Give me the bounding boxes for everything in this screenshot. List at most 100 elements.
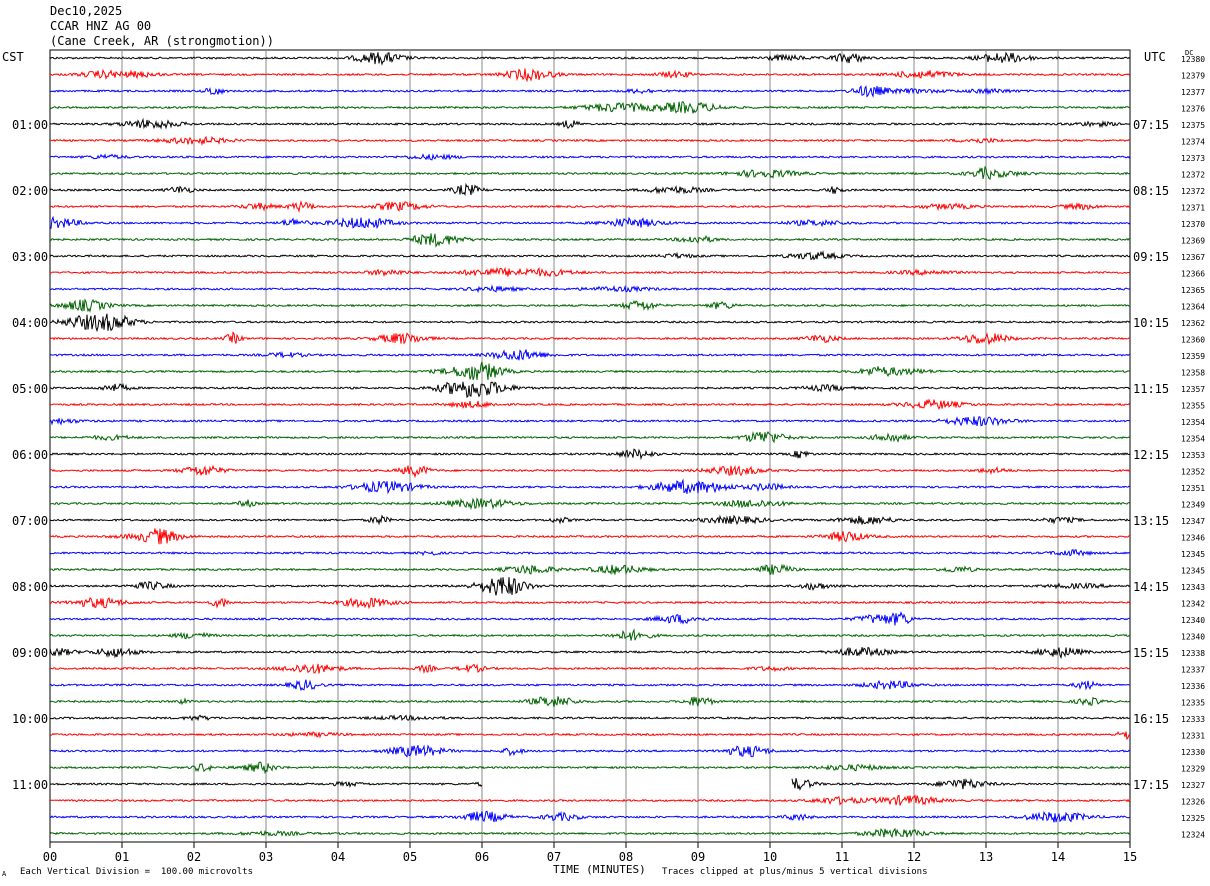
dc-offset-label: 12338: [1181, 649, 1205, 658]
cst-hour-label: 03:00: [12, 250, 48, 264]
trace-row: [49, 313, 1131, 333]
trace-row: [49, 646, 1131, 660]
trace-row: [49, 416, 1131, 427]
dc-offset-label: 12380: [1181, 55, 1205, 64]
dc-offset-label: 12354: [1181, 418, 1205, 427]
dc-offset-label: 12331: [1181, 732, 1205, 741]
trace-row: [50, 85, 1131, 98]
dc-offset-label: 12326: [1181, 798, 1205, 807]
x-tick-label: 07: [547, 850, 561, 864]
trace-row: [49, 810, 1131, 823]
trace-row: [49, 430, 1131, 444]
trace-row: [49, 577, 1131, 596]
dc-offset-label: 12333: [1181, 715, 1205, 724]
trace-row: [49, 778, 1130, 791]
dc-offset-label: 12371: [1181, 204, 1205, 213]
x-tick-label: 02: [187, 850, 201, 864]
trace-row: [49, 349, 1131, 361]
x-tick-label: 15: [1123, 850, 1137, 864]
cst-hour-label: 04:00: [12, 316, 48, 330]
trace-row: [49, 611, 1131, 626]
dc-axis-title: DC: [1185, 49, 1194, 57]
x-tick-label: 14: [1051, 850, 1065, 864]
corner-mark: A: [2, 870, 7, 878]
utc-hour-label: 11:15: [1133, 382, 1169, 396]
dc-offset-label: 12360: [1181, 336, 1205, 345]
cst-hour-label: 06:00: [12, 448, 48, 462]
dc-offset-label: 12359: [1181, 352, 1205, 361]
trace-row: [49, 761, 1131, 775]
utc-hour-label: 15:15: [1133, 646, 1169, 660]
trace-row: [49, 381, 1131, 399]
station-label: CCAR HNZ AG 00: [50, 19, 152, 33]
dc-offset-label: 12329: [1181, 765, 1205, 774]
x-tick-label: 08: [619, 850, 633, 864]
x-axis-label: TIME (MINUTES): [553, 863, 646, 876]
dc-offset-label: 12364: [1181, 303, 1205, 312]
trace-row: [49, 478, 1131, 495]
utc-hour-label: 12:15: [1133, 448, 1169, 462]
trace-row: [49, 714, 1131, 722]
trace-row: [49, 514, 1131, 526]
x-tick-label: 03: [259, 850, 273, 864]
cst-hour-label: 10:00: [12, 712, 48, 726]
cst-hour-label: 08:00: [12, 580, 48, 594]
trace-row: [49, 827, 1131, 838]
trace-row: [49, 464, 1131, 479]
x-tick-label: 09: [691, 850, 705, 864]
trace-row: [49, 51, 1131, 66]
dc-offset-label: 12352: [1181, 468, 1205, 477]
trace-row: [49, 68, 1131, 83]
utc-axis-title: UTC: [1144, 50, 1166, 64]
dc-offset-label: 12349: [1181, 501, 1205, 510]
trace-row: [49, 199, 1131, 213]
utc-hour-label: 17:15: [1133, 778, 1169, 792]
cst-hour-label: 09:00: [12, 646, 48, 660]
trace-row: [49, 563, 1131, 576]
dc-offset-label: 12372: [1181, 187, 1205, 196]
trace-row: [49, 361, 1130, 381]
utc-hour-label: 13:15: [1133, 514, 1169, 528]
trace-row: [49, 448, 1131, 461]
dc-offset-label: 12366: [1181, 270, 1205, 279]
trace-row: [50, 731, 1131, 741]
trace-row: [49, 101, 1131, 114]
cst-hour-label: 07:00: [12, 514, 48, 528]
utc-hour-label: 16:15: [1133, 712, 1169, 726]
trace-row: [49, 663, 1131, 675]
dc-offset-label: 12365: [1181, 286, 1205, 295]
dc-offset-label: 12372: [1181, 171, 1205, 180]
dc-offset-label: 12377: [1181, 88, 1205, 97]
dc-offset-label: 12346: [1181, 534, 1205, 543]
utc-hour-label: 14:15: [1133, 580, 1169, 594]
trace-row: [49, 215, 1131, 230]
dc-offset-label: 12379: [1181, 72, 1205, 81]
dc-offset-label: 12347: [1181, 517, 1205, 526]
dc-offset-label: 12343: [1181, 583, 1205, 592]
dc-offset-label: 12336: [1181, 682, 1205, 691]
cst-hour-label: 11:00: [12, 778, 48, 792]
trace-row: [49, 696, 1131, 708]
utc-hour-label: 07:15: [1133, 118, 1169, 132]
dc-offset-label: 12369: [1181, 237, 1205, 246]
utc-hour-label: 08:15: [1133, 184, 1169, 198]
utc-hour-label: 09:15: [1133, 250, 1169, 264]
dc-offset-label: 12374: [1181, 138, 1205, 147]
trace-row: [49, 528, 1130, 545]
x-tick-label: 04: [331, 850, 345, 864]
trace-row: [49, 597, 1131, 610]
dc-offset-label: 12367: [1181, 253, 1205, 262]
dc-offset-label: 12362: [1181, 319, 1205, 328]
x-tick-label: 10: [763, 850, 777, 864]
dc-offset-label: 12340: [1181, 616, 1205, 625]
utc-hour-label: 10:15: [1133, 316, 1169, 330]
dc-offset-label: 12354: [1181, 435, 1205, 444]
plot-frame: [49, 49, 1131, 843]
trace-row: [49, 284, 1131, 294]
dc-offset-label: 12342: [1181, 600, 1205, 609]
dc-offset-label: 12345: [1181, 567, 1205, 576]
dc-offset-label: 12324: [1181, 831, 1205, 840]
clip-note: Traces clipped at plus/minus 5 vertical …: [662, 867, 928, 877]
dc-offset-label: 12325: [1181, 814, 1205, 823]
